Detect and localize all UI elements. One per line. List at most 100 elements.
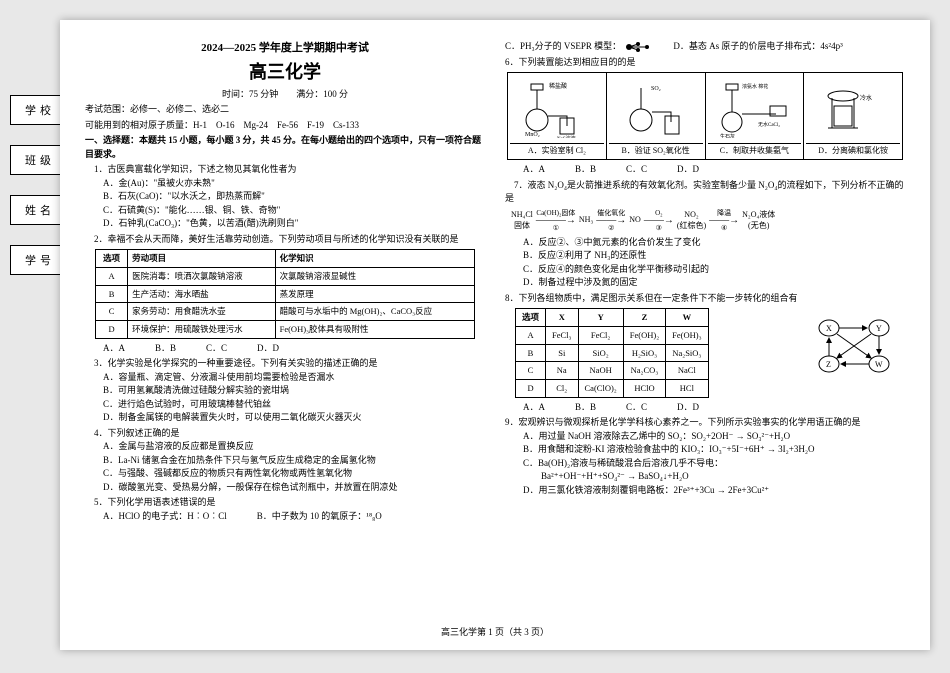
q6-optA: A．A (523, 163, 545, 177)
left-column: 2024—2025 学年度上学期期中考试 高三化学 时间：75 分钟 满分：10… (85, 40, 485, 619)
q2-r2c1: 家务劳动：用食醋洗水壶 (128, 303, 276, 321)
q8-r1c4: Na₂SiO₃ (666, 344, 708, 362)
q6-cellD: 冷水 D．分离碘和氯化铵 (804, 73, 902, 159)
q2-r3c1: 环境保护：用硫酸铁处理污水 (128, 321, 276, 339)
exam-scope: 考试范围：必修一、必修二、选必二 (85, 103, 485, 117)
right-column: C．PH₃分子的 VSEPR 模型： D．基态 As 原子的价层电子排布式：4s… (505, 40, 905, 619)
q2-optB: B．B (155, 342, 176, 356)
svg-text:NaS溶液: NaS溶液 (557, 135, 576, 138)
q6-cellB: SO₂ B．验证 SO₂氧化性 (607, 73, 706, 159)
section1-head: 一、选择题：本题共 15 小题，每小题 3 分，共 45 分。在每小题给出的四个… (85, 134, 485, 161)
q8-optC: C．C (626, 401, 647, 415)
q2-r2c0: C (96, 303, 128, 321)
q8-r0c4: Fe(OH)₃ (666, 326, 708, 344)
q2-th2: 化学知识 (275, 250, 474, 268)
q1-B: B．石灰(CaO)："以水沃之，即热蒸而解" (103, 190, 485, 204)
q9-C: C．Ba(OH)₂溶液与稀硫酸混合后溶液几乎不导电： (523, 457, 905, 471)
exam-year: 2024—2025 学年度上学期期中考试 (85, 40, 485, 57)
page-footer: 高三化学第 1 页（共 3 页） (85, 625, 905, 638)
q8-optD: D．D (677, 401, 699, 415)
q4-D: D．碳酸氢光变、受热易分解，一般保存在棕色试剂瓶中，并放置在阴凉处 (103, 481, 485, 495)
q8-r3c0: D (516, 380, 546, 398)
q6-capB: B．验证 SO₂氧化性 (609, 143, 703, 157)
q8-r1c0: B (516, 344, 546, 362)
q7-A: A．反应②、③中氮元素的化合价发生了变化 (523, 236, 905, 250)
q9-A: A．用过量 NaOH 溶液除去乙烯中的 SO₂：SO₂+2OH⁻ → SO₃²⁻… (523, 430, 905, 444)
apparatus-d-icon: 冷水 (818, 78, 888, 138)
svg-text:无水CaCl₂: 无水CaCl₂ (758, 121, 780, 128)
q3-D: D．制备金属镁的电解装置失火时，可以使用二氧化碳灭火器灭火 (103, 411, 485, 425)
svg-text:X: X (826, 324, 832, 333)
q7-n0: NH₄Cl固体 (511, 210, 533, 231)
svg-text:生石灰: 生石灰 (720, 133, 735, 138)
q8-r1c1: Si (546, 344, 579, 362)
q8-r1c3: H₂SiO₃ (623, 344, 665, 362)
q8-stem: 8．下列各组物质中，满足图示关系但在一定条件下不能一步转化的组合有 (505, 292, 905, 306)
q6-diagrams: 稀盐酸 MnO₂ NaS溶液 A．实验室制 Cl₂ (507, 72, 903, 160)
q8-r0c0: A (516, 326, 546, 344)
q8-r0c3: Fe(OH)₂ (623, 326, 665, 344)
q9-B: B．用食醋和淀粉-KI 溶液检验食盐中的 KIO₃：IO₃⁻+5I⁻+6H⁺ →… (523, 443, 905, 457)
q5-row1: A．HClO 的电子式：H︰O︰Cl B．中子数为 10 的氧原子：¹⁸₈O (103, 510, 485, 524)
q8-th3: Z (623, 309, 665, 327)
q8-table: 选项 X Y Z W AFeCl₃FeCl₂Fe(OH)₂Fe(OH)₃ BSi… (515, 308, 709, 398)
q8-optB: B．B (575, 401, 596, 415)
q3-C: C．进行焰色试验时，可用玻璃棒替代铂丝 (103, 398, 485, 412)
q8-r2c3: Na₂CO₃ (623, 362, 665, 380)
q7-a7: 降温——→④ (709, 209, 739, 233)
q1-D: D．石钟乳(CaCO₃)："色黄，以苦酒(醋)洗刷则白" (103, 217, 485, 231)
q6-optD: D．D (677, 163, 699, 177)
q3-A: A．容量瓶、滴定管、分液漏斗使用前均需要检验是否漏水 (103, 371, 485, 385)
q5-C-text: C．PH₃分子的 VSEPR 模型： (505, 41, 621, 51)
q2-optC: C．C (206, 342, 227, 356)
q8-th1: X (546, 309, 579, 327)
q2-th1: 劳动项目 (128, 250, 276, 268)
q7-D: D．制备过程中涉及氮的固定 (523, 276, 905, 290)
q2-r3c2: Fe(OH)₃胶体具有吸附性 (275, 321, 474, 339)
apparatus-b-icon: SO₂ (621, 78, 691, 138)
q8-r3c2: Ca(ClO)₂ (578, 380, 623, 398)
svg-text:冷水: 冷水 (860, 94, 872, 102)
q2-opts: A．A B．B C．C D．D (103, 342, 485, 356)
q4-A: A．金属与盐溶液的反应都是置换反应 (103, 440, 485, 454)
exam-masses: 可能用到的相对原子质量：H-1 O-16 Mg-24 Fe-56 F-19 Cs… (85, 119, 485, 133)
q8-optA: A．A (523, 401, 545, 415)
q2-r3c0: D (96, 321, 128, 339)
svg-text:Z: Z (826, 360, 831, 369)
q8-r3c3: HClO (623, 380, 665, 398)
q6-capD: D．分离碘和氯化铵 (806, 143, 900, 157)
q2-optA: A．A (103, 342, 125, 356)
q7-C: C．反应④的颜色变化是由化学平衡移动引起的 (523, 263, 905, 277)
q9-C2: Ba²⁺+OH⁻+H⁺+SO₄²⁻ → BaSO₄↓+H₂O (523, 470, 905, 484)
q2-r0c2: 次氯酸钠溶液显碱性 (275, 267, 474, 285)
q2-r2c2: 醋酸可与水垢中的 Mg(OH)₂、CaCO₃反应 (275, 303, 474, 321)
q1-C: C．石硫黄(S)："能化……银、铜、铁、奇物" (103, 204, 485, 218)
q5-C: C．PH₃分子的 VSEPR 模型： (505, 40, 653, 54)
q6-opts: A．A B．B C．C D．D (523, 163, 905, 177)
svg-text:稀盐酸: 稀盐酸 (549, 82, 567, 90)
svg-text:SO₂: SO₂ (651, 86, 661, 92)
q5-stem: 5．下列化学用语表述错误的是 (85, 496, 485, 510)
q6-optC: C．C (626, 163, 647, 177)
q7-n4: NO (629, 215, 641, 225)
cycle-diagram-icon: X Y W Z (809, 308, 899, 383)
q8-r2c2: NaOH (578, 362, 623, 380)
q8-th0: 选项 (516, 309, 546, 327)
q6-cellC: 浓氨水 棉花 无水CaCl₂ 生石灰 C．制取并收集氨气 (706, 73, 805, 159)
q2-r0c1: 医院消毒：喷洒次氯酸钠溶液 (128, 267, 276, 285)
q7-n2: NH₃ (579, 215, 593, 225)
q5-A: A．HClO 的电子式：H︰O︰Cl (103, 510, 227, 524)
exam-page: 2024—2025 学年度上学期期中考试 高三化学 时间：75 分钟 满分：10… (60, 20, 930, 650)
q8-r0c1: FeCl₃ (546, 326, 579, 344)
svg-text:MnO₂: MnO₂ (525, 132, 540, 138)
q8-r1c2: SiO₂ (578, 344, 623, 362)
q9-D: D．用三氯化铁溶液制刻覆铜电路板：2Fe³⁺+3Cu → 2Fe+3Cu²⁺ (523, 484, 905, 498)
q8-r0c2: FeCl₂ (578, 326, 623, 344)
q7-n8: N₂O₄液体(无色) (742, 210, 775, 231)
q2-r0c0: A (96, 267, 128, 285)
q3-stem: 3．化学实验是化学探究的一种重要途径。下列有关实验的描述正确的是 (85, 357, 485, 371)
q6-cellA: 稀盐酸 MnO₂ NaS溶液 A．实验室制 Cl₂ (508, 73, 607, 159)
q7-a5: O₂——→③ (644, 209, 674, 233)
q8-r2c4: NaCl (666, 362, 708, 380)
q2-r1c2: 蒸发原理 (275, 285, 474, 303)
